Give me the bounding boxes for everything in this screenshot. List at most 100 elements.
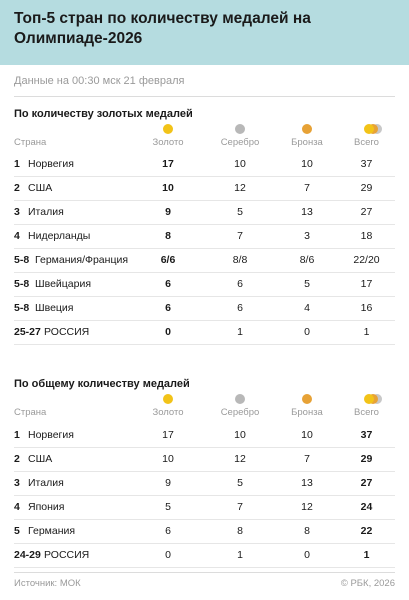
table-row: 24-29 РОССИЯ 0 1 0 1 [14, 545, 395, 565]
bronze-count: 8/6 [299, 254, 315, 266]
gold-count: 0 [165, 549, 171, 561]
rank: 5 [14, 525, 20, 537]
total-count: 22 [360, 525, 373, 537]
bronze-count: 0 [304, 549, 310, 561]
rank: 2 [14, 182, 20, 194]
bronze-medal-icon [302, 394, 312, 404]
header-silver: Серебро [220, 137, 260, 148]
total-count: 29 [360, 453, 373, 465]
bronze-count: 13 [301, 477, 313, 489]
bronze-count: 10 [301, 158, 313, 170]
bronze-count: 4 [304, 302, 310, 314]
header-total: Всего [354, 137, 379, 148]
row-divider [14, 344, 395, 345]
silver-count: 8 [237, 525, 243, 537]
table-row: 4 Нидерланды 8 7 3 18 [14, 226, 395, 246]
silver-medal-icon [235, 124, 245, 134]
gold-count: 9 [165, 477, 171, 489]
total-count: 37 [360, 158, 373, 170]
silver-count: 12 [234, 453, 246, 465]
total-count: 1 [363, 326, 370, 338]
total-count: 18 [360, 230, 373, 242]
row-divider [14, 320, 395, 321]
total-medals-icon-gold [364, 124, 374, 134]
silver-count: 6 [237, 302, 243, 314]
silver-count: 1 [237, 326, 243, 338]
header-gold: Золото [152, 407, 184, 418]
rank: 24-29 [14, 549, 41, 561]
silver-count: 12 [234, 182, 246, 194]
table-header: Страна Золото Серебро Бронза Всего [14, 403, 395, 423]
row-divider [14, 248, 395, 249]
table-row: 5-8 Швейцария 6 6 5 17 [14, 274, 395, 294]
section-gold-title: По количеству золотых медалей [14, 108, 193, 120]
table-row: 5-8 Швеция 6 6 4 16 [14, 298, 395, 318]
country-name: Норвегия [28, 429, 74, 441]
gold-count: 10 [162, 453, 174, 465]
table-row: 5-8 Германия/Франция 6/6 8/8 8/6 22/20 [14, 250, 395, 270]
country-name: Италия [28, 206, 64, 218]
table-row: 4 Япония 5 7 12 24 [14, 497, 395, 517]
country-name: РОССИЯ [44, 326, 90, 338]
silver-count: 1 [237, 549, 243, 561]
gold-count: 6/6 [160, 254, 176, 266]
total-count: 22/20 [353, 254, 380, 266]
country-name: Италия [28, 477, 64, 489]
gold-count: 8 [165, 230, 171, 242]
country-name: США [28, 453, 53, 465]
header-gold: Золото [152, 137, 184, 148]
gold-count: 6 [165, 525, 171, 537]
bronze-count: 12 [301, 501, 313, 513]
silver-count: 5 [237, 206, 243, 218]
medal-dots-row [14, 389, 395, 409]
data-timestamp: Данные на 00:30 мск 21 февраля [14, 75, 185, 87]
bronze-count: 13 [301, 206, 313, 218]
header-country: Страна [14, 407, 47, 418]
bronze-count: 10 [301, 429, 313, 441]
table-header: Страна Золото Серебро Бронза Всего [14, 133, 395, 153]
total-count: 17 [360, 278, 373, 290]
header-country: Страна [14, 137, 47, 148]
divider [14, 572, 395, 573]
rank: 5-8 [14, 302, 30, 314]
gold-count: 10 [162, 182, 174, 194]
gold-count: 0 [165, 326, 171, 338]
table-row: 3 Италия 9 5 13 27 [14, 473, 395, 493]
section-total-title: По общему количеству медалей [14, 378, 190, 390]
header-total: Всего [354, 407, 379, 418]
gold-count: 5 [165, 501, 171, 513]
header-bronze: Бронза [291, 137, 323, 148]
row-divider [14, 543, 395, 544]
country-name: Нидерланды [28, 230, 91, 242]
bronze-medal-icon [302, 124, 312, 134]
silver-count: 7 [237, 230, 243, 242]
bronze-count: 8 [304, 525, 310, 537]
copyright: © РБК, 2026 [340, 578, 395, 589]
rank: 4 [14, 230, 20, 242]
page-title: Топ-5 стран по количеству медалей на Оли… [14, 10, 311, 47]
gold-count: 9 [165, 206, 171, 218]
table-row: 5 Германия 6 8 8 22 [14, 521, 395, 541]
rank: 25-27 [14, 326, 41, 338]
row-divider [14, 495, 395, 496]
row-divider [14, 224, 395, 225]
country-name: Германия/Франция [35, 254, 129, 266]
country-name: Швейцария [35, 278, 92, 290]
silver-count: 6 [237, 278, 243, 290]
gold-count: 17 [162, 429, 174, 441]
rank: 1 [14, 158, 20, 170]
table-row: 2 США 10 12 7 29 [14, 178, 395, 198]
country-name: РОССИЯ [44, 549, 90, 561]
bronze-count: 7 [304, 453, 310, 465]
row-divider [14, 200, 395, 201]
row-divider [14, 471, 395, 472]
gold-count: 6 [165, 278, 171, 290]
medal-dots-row [14, 119, 395, 139]
country-name: США [28, 182, 53, 194]
row-divider [14, 447, 395, 448]
silver-count: 10 [234, 429, 246, 441]
divider [14, 96, 395, 97]
source-note: Источник: МОК [14, 578, 81, 589]
rank: 4 [14, 501, 20, 513]
table-row: 1 Норвегия 17 10 10 37 [14, 154, 395, 174]
